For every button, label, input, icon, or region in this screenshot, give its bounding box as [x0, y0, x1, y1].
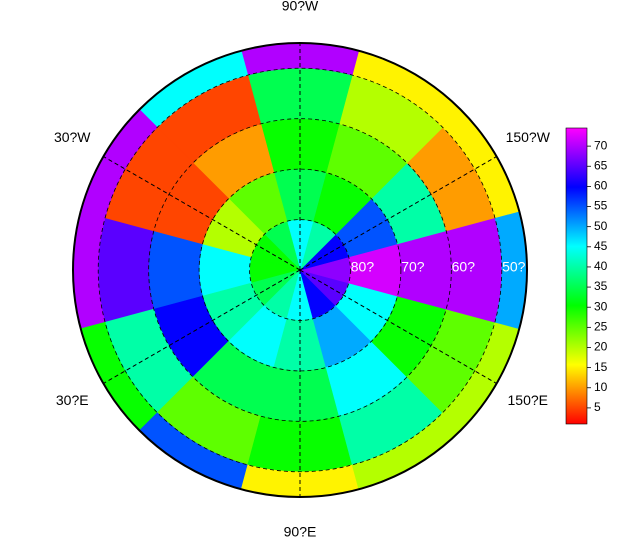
colorbar-tick-label: 70 — [594, 138, 608, 152]
colorbar-tick-label: 15 — [594, 360, 608, 374]
longitude-label: 150?W — [506, 129, 551, 145]
latitude-label: 80? — [351, 259, 375, 275]
graticule — [97, 43, 503, 497]
colorbar-tick-label: 10 — [594, 380, 608, 394]
longitude-label: 30?W — [54, 129, 91, 145]
longitude-line — [103, 156, 301, 271]
latitude-label: 70? — [401, 259, 425, 275]
longitude-line — [299, 156, 497, 271]
colorbar-tick-label: 30 — [594, 299, 608, 313]
latitude-line — [148, 118, 452, 422]
colorbar-tick-label: 5 — [594, 400, 601, 414]
latitude-label: 60? — [452, 259, 476, 275]
latitude-line — [198, 168, 402, 372]
colorbar-tick-label: 40 — [594, 259, 608, 273]
colorbar-tick-label: 45 — [594, 239, 608, 253]
longitude-label: 150?E — [508, 392, 548, 408]
longitude-line — [299, 269, 497, 384]
colorbar-tick-label: 20 — [594, 340, 608, 354]
grid-cells — [72, 42, 528, 498]
labels: 90?W 30?W 150?W 30?E 150?E 90?E 80? 70? 60? 50? — [54, 0, 551, 540]
colorbar-tick-label: 35 — [594, 279, 608, 293]
latitude-line — [97, 67, 503, 473]
colorbar: 5 10 15 20 25 30 35 40 45 50 55 60 65 70 — [565, 127, 608, 425]
colorbar-tick-label: 55 — [594, 199, 608, 213]
colorbar-tick-label: 65 — [594, 158, 608, 172]
longitude-line — [103, 269, 301, 384]
latitude-label: 50? — [502, 259, 526, 275]
map-border — [72, 42, 528, 498]
grid-cell — [148, 230, 203, 310]
longitude-label: 90?E — [284, 524, 317, 540]
colorbar-tick-label: 25 — [594, 320, 608, 334]
longitude-label: 30?E — [56, 392, 89, 408]
colorbar-tick-label: 60 — [594, 179, 608, 193]
grid-cell — [98, 217, 155, 323]
longitude-label: 90?W — [282, 0, 319, 14]
colorbar-ramp — [565, 127, 588, 425]
colorbar-tick-label: 50 — [594, 219, 608, 233]
